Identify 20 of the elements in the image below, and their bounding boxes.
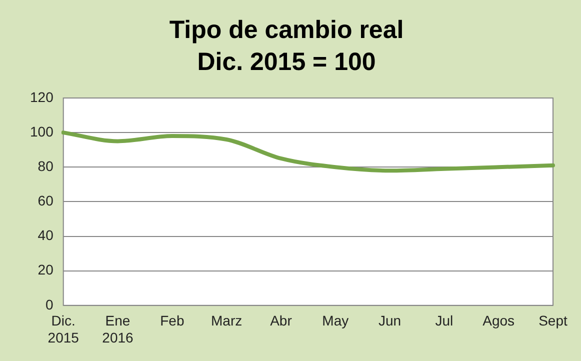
- chart-subtitle: Dic. 2015 = 100: [197, 48, 376, 76]
- x-tick-label: Jul: [435, 312, 454, 329]
- x-tick-label: Ene 2016: [102, 312, 134, 346]
- line-series: [61, 130, 555, 173]
- x-tick-label: Sept: [538, 312, 568, 329]
- y-tick-label: 120: [30, 88, 54, 105]
- x-tick-label: Abr: [270, 312, 292, 329]
- x-tick-label: Feb: [160, 312, 184, 329]
- y-tick-label: 100: [30, 123, 54, 140]
- x-tick-label: Jun: [378, 312, 402, 329]
- x-tick-label: May: [322, 312, 349, 329]
- x-tick-label: Agos: [482, 312, 515, 329]
- y-tick-label: 20: [38, 262, 54, 278]
- x-tick-label: Dic. 2015: [48, 312, 80, 346]
- x-tick-label: Marz: [211, 312, 242, 329]
- y-tick-label: 40: [38, 227, 54, 244]
- chart-title: Tipo de cambio real: [169, 16, 404, 44]
- y-tick-label: 60: [38, 192, 54, 209]
- y-tick-label: 0: [46, 296, 54, 312]
- y-tick-label: 80: [38, 158, 54, 174]
